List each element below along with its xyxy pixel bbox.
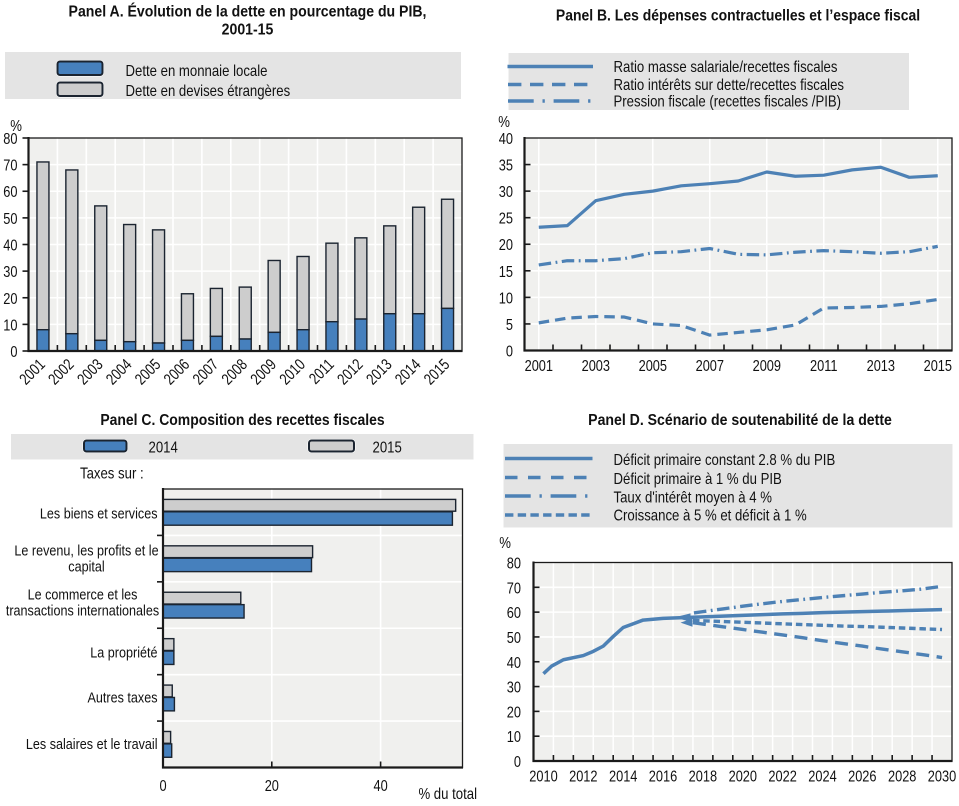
svg-text:2001-15: 2001-15	[222, 22, 274, 39]
svg-text:2028: 2028	[888, 768, 916, 786]
svg-text:Panel B. Les dépenses contract: Panel B. Les dépenses contractuelles et …	[556, 8, 920, 25]
svg-text:2010: 2010	[277, 356, 310, 389]
svg-text:40: 40	[3, 237, 17, 255]
svg-text:2014: 2014	[149, 440, 178, 457]
svg-text:2002: 2002	[45, 356, 78, 389]
svg-text:2010: 2010	[529, 768, 557, 786]
svg-text:Les biens et services: Les biens et services	[40, 504, 158, 521]
svg-text:Croissance à 5 % et déficit à: Croissance à 5 % et déficit à 1 %	[614, 508, 807, 525]
svg-text:2007: 2007	[696, 358, 724, 376]
svg-text:2013: 2013	[363, 356, 396, 389]
svg-text:2026: 2026	[848, 768, 876, 786]
svg-text:Dette en monnaie locale: Dette en monnaie locale	[126, 63, 268, 80]
svg-text:Déficit primaire constant 2.8: Déficit primaire constant 2.8 % du PIB	[614, 452, 836, 469]
svg-text:80: 80	[507, 555, 521, 573]
svg-text:40: 40	[507, 655, 521, 673]
svg-text:0: 0	[10, 344, 17, 362]
svg-text:Déficit primaire à 1 % du PIB: Déficit primaire à 1 % du PIB	[614, 471, 782, 488]
svg-text:0: 0	[159, 778, 166, 796]
svg-text:2015: 2015	[421, 356, 454, 389]
svg-text:Dette en devises étrangères: Dette en devises étrangères	[126, 83, 291, 100]
svg-text:transactions internationales: transactions internationales	[6, 601, 159, 618]
svg-text:25: 25	[499, 210, 513, 228]
svg-text:2005: 2005	[132, 356, 165, 389]
svg-text:2011: 2011	[810, 358, 837, 376]
svg-text:2016: 2016	[649, 768, 677, 786]
svg-text:2012: 2012	[569, 768, 597, 786]
svg-text:capital: capital	[68, 557, 104, 574]
svg-text:Panel C. Composition des recet: Panel C. Composition des recettes fiscal…	[100, 412, 384, 429]
svg-text:30: 30	[3, 264, 17, 282]
svg-text:30: 30	[499, 184, 513, 202]
svg-text:40: 40	[373, 778, 387, 796]
svg-text:20: 20	[507, 704, 521, 722]
svg-text:20: 20	[265, 778, 279, 796]
svg-text:2007: 2007	[190, 356, 223, 389]
svg-text:Le commerce et les: Le commerce et les	[28, 586, 138, 603]
svg-text:70: 70	[3, 157, 17, 175]
svg-text:Le revenu, les profits et le: Le revenu, les profits et le	[14, 541, 158, 558]
svg-text:15: 15	[499, 264, 513, 282]
svg-text:0: 0	[514, 754, 521, 772]
svg-text:2001: 2001	[525, 358, 553, 376]
svg-text:2015: 2015	[373, 440, 402, 457]
svg-text:Les salaires et le travail: Les salaires et le travail	[26, 735, 158, 752]
svg-text:Pression fiscale (recettes fis: Pression fiscale (recettes fiscales /PIB…	[614, 94, 842, 111]
svg-text:2013: 2013	[867, 358, 895, 376]
svg-text:0: 0	[506, 343, 513, 361]
svg-text:2008: 2008	[219, 356, 252, 389]
svg-text:2004: 2004	[103, 356, 136, 389]
svg-text:Ratio intérêts sur dette/recet: Ratio intérêts sur dette/recettes fiscal…	[614, 77, 845, 94]
svg-text:Panel D. Scénario de soutenabi: Panel D. Scénario de soutenabilité de la…	[588, 412, 892, 429]
svg-text:2009: 2009	[248, 356, 281, 389]
svg-text:80: 80	[3, 131, 17, 149]
svg-text:2003: 2003	[582, 358, 610, 376]
svg-text:% du total: % du total	[418, 786, 477, 803]
svg-text:2009: 2009	[753, 358, 781, 376]
svg-text:5: 5	[506, 317, 513, 335]
svg-text:2018: 2018	[689, 768, 717, 786]
svg-text:70: 70	[507, 580, 521, 598]
svg-text:Taxes sur :: Taxes sur :	[80, 466, 144, 483]
svg-text:60: 60	[507, 605, 521, 623]
svg-text:60: 60	[3, 184, 17, 202]
svg-text:10: 10	[3, 317, 17, 335]
svg-text:20: 20	[3, 291, 17, 309]
svg-text:Autres taxes: Autres taxes	[88, 688, 158, 705]
svg-text:2024: 2024	[808, 768, 836, 786]
svg-text:30: 30	[507, 679, 521, 697]
svg-text:10: 10	[507, 729, 521, 747]
svg-text:%: %	[10, 118, 22, 135]
svg-text:50: 50	[3, 211, 17, 229]
svg-text:Taux d'intérêt moyen à 4 %: Taux d'intérêt moyen à 4 %	[614, 490, 773, 507]
svg-text:2020: 2020	[729, 768, 757, 786]
svg-text:2015: 2015	[924, 358, 952, 376]
svg-text:2030: 2030	[928, 768, 956, 786]
svg-text:2022: 2022	[768, 768, 796, 786]
svg-text:20: 20	[499, 237, 513, 255]
svg-text:%: %	[499, 535, 511, 552]
svg-text:%: %	[498, 114, 510, 131]
svg-text:2001: 2001	[17, 356, 50, 389]
svg-text:10: 10	[499, 290, 513, 308]
svg-text:2003: 2003	[74, 356, 107, 389]
svg-text:Ratio masse salariale/recettes: Ratio masse salariale/recettes fiscales	[614, 59, 838, 76]
svg-text:2011: 2011	[306, 356, 338, 388]
svg-text:35: 35	[499, 157, 513, 175]
svg-text:La propriété: La propriété	[90, 644, 157, 661]
svg-text:2005: 2005	[639, 358, 667, 376]
svg-text:Panel A. Évolution de la dette: Panel A. Évolution de la dette en pource…	[69, 3, 427, 21]
svg-text:2006: 2006	[161, 356, 194, 389]
svg-text:40: 40	[499, 131, 513, 149]
svg-text:2014: 2014	[392, 356, 425, 389]
svg-text:2012: 2012	[334, 356, 367, 389]
svg-text:2014: 2014	[609, 768, 637, 786]
svg-text:50: 50	[507, 630, 521, 648]
